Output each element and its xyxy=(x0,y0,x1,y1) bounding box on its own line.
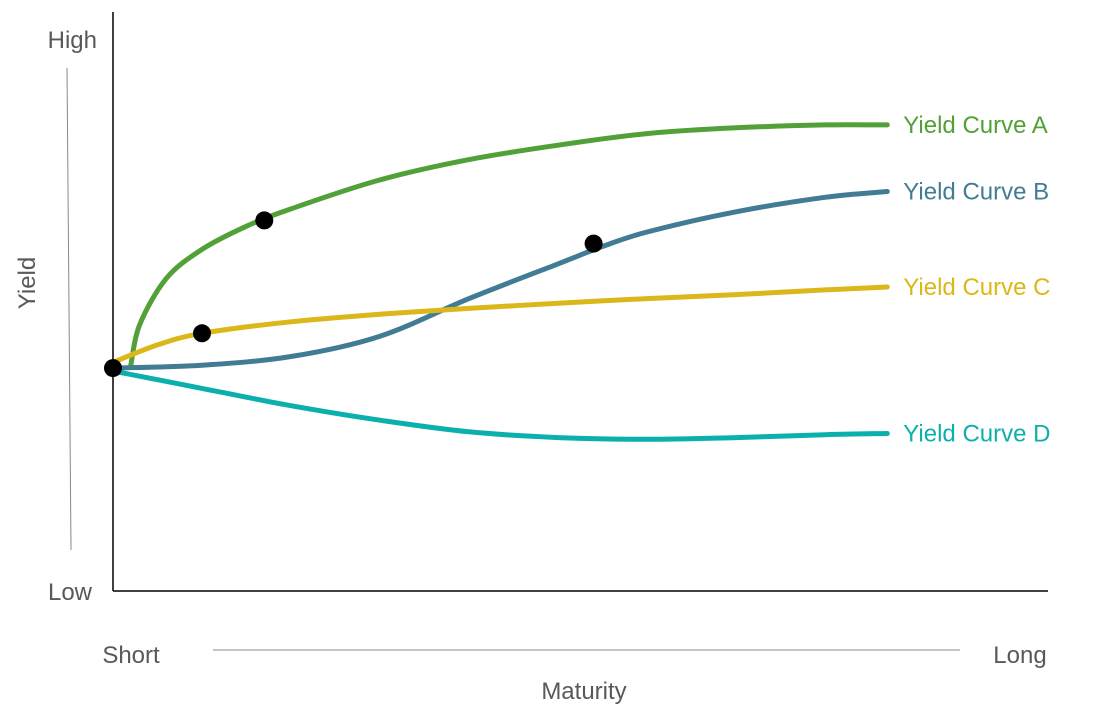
series-label-b: Yield Curve B xyxy=(903,179,1049,206)
x-tick-label-long: Long xyxy=(993,642,1046,669)
y-tick-label-low: Low xyxy=(48,579,93,606)
data-point-marker xyxy=(584,234,603,253)
data-point-marker xyxy=(193,324,211,343)
data-point-marker xyxy=(255,211,274,230)
series-label-c: Yield Curve C xyxy=(903,274,1050,301)
series-line-c xyxy=(110,284,890,365)
data-point-marker xyxy=(104,359,122,378)
series-line-b xyxy=(110,189,890,371)
marker-layer xyxy=(104,211,603,378)
y-axis-title: Yield xyxy=(14,257,41,309)
series-label-d: Yield Curve D xyxy=(903,421,1050,448)
series-layer xyxy=(110,122,890,442)
y-axis-guide-line xyxy=(66,67,72,551)
series-label-a: Yield Curve A xyxy=(903,112,1048,139)
curve-label-layer: Yield Curve A Yield Curve B Yield Curve C Y… xyxy=(903,112,1050,448)
y-tick-label-high: High xyxy=(48,27,97,54)
series-line-a xyxy=(128,122,890,368)
series-line-d xyxy=(110,368,890,442)
x-tick-label-short: Short xyxy=(102,642,160,669)
x-axis-title: Maturity xyxy=(541,678,626,704)
